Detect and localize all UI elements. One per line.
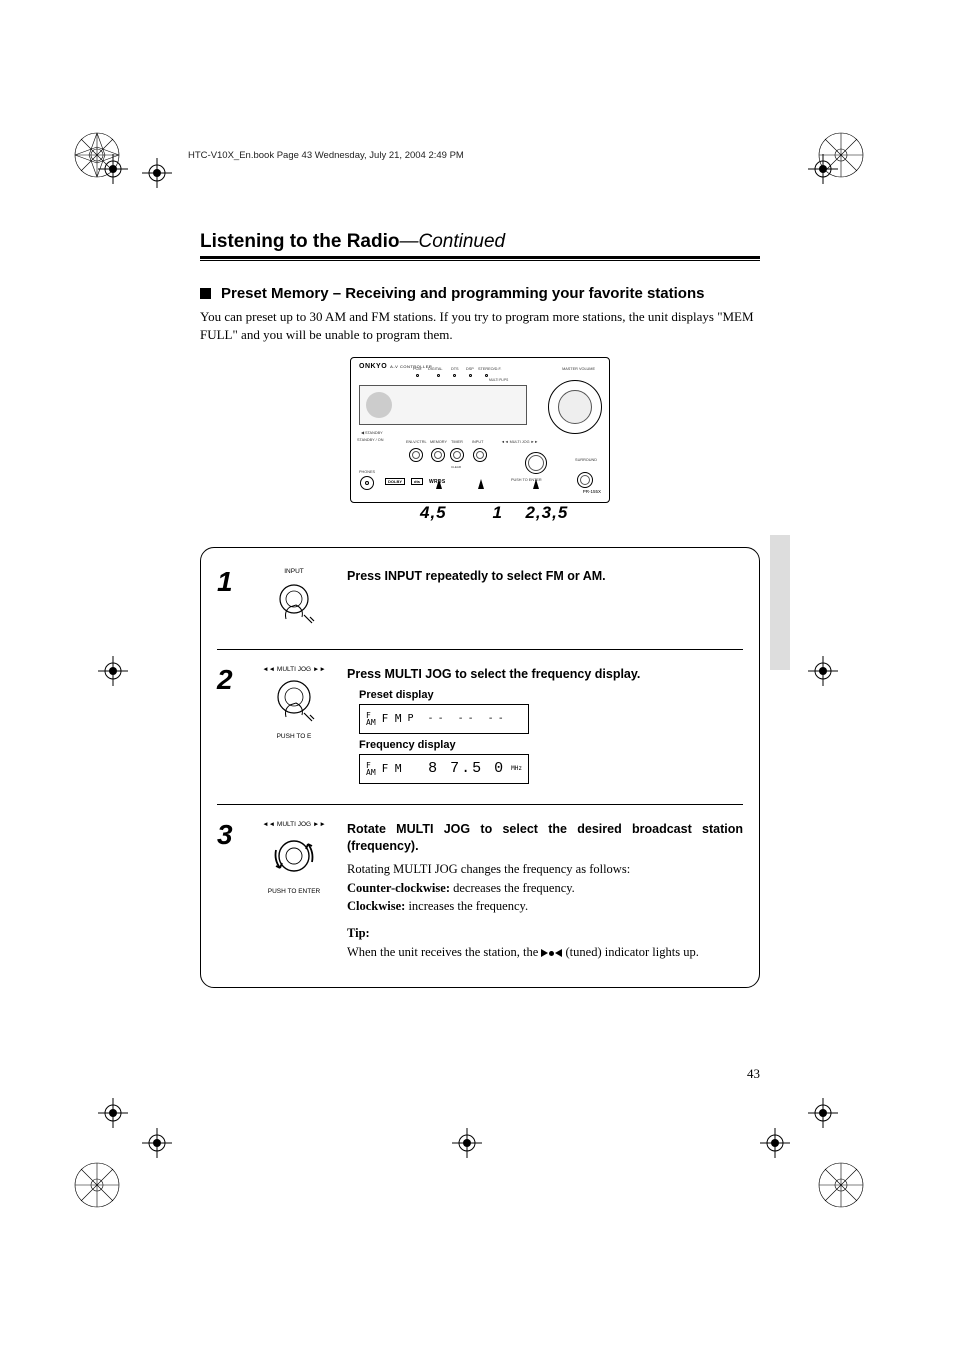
knob-icon xyxy=(450,448,464,462)
display-unit: MHz xyxy=(511,765,522,772)
printer-mark-crosshair xyxy=(98,1098,128,1128)
printer-mark-crosshair xyxy=(808,154,838,184)
callout-arrow-icon xyxy=(533,479,539,489)
printer-mark-crosshair xyxy=(98,154,128,184)
step-instruction: Press INPUT repeatedly to select FM or A… xyxy=(347,568,743,585)
printer-mark-crosshair xyxy=(142,158,172,188)
steps-container: 1 INPUT Press INPUT repeatedly to select… xyxy=(200,547,760,988)
illus-label: INPUT xyxy=(255,568,333,575)
receiver-illustration: ONKYOA-V CONTROLLER PCM DIGITAL DTS DSP … xyxy=(350,357,610,523)
step-2: 2 ◄◄ MULTI JOG ►► PUSH TO E Press MULTI … xyxy=(217,649,743,804)
bullet-square-icon xyxy=(200,288,211,299)
step-illustration: ◄◄ MULTI JOG ►► PUSH TO ENTER xyxy=(255,821,333,895)
callout-left: 4,5 xyxy=(420,503,470,523)
step-body: Press INPUT repeatedly to select FM or A… xyxy=(347,568,743,591)
section-title: Listening to the Radio—Continued xyxy=(200,231,760,256)
led-icon xyxy=(416,374,419,377)
display-label: Frequency display xyxy=(359,739,743,751)
page-number: 43 xyxy=(747,1066,760,1082)
step-number: 3 xyxy=(217,821,241,849)
step-text: Clockwise: increases the frequency. xyxy=(347,898,743,915)
tip-text: When the unit receives the station, the … xyxy=(347,944,743,961)
tuned-indicator-icon xyxy=(541,949,562,957)
callout-arrow-icon xyxy=(478,479,484,489)
multi-jog-press-icon xyxy=(266,675,322,731)
callout-right: 2,3,5 xyxy=(525,503,568,523)
callout-arrow-icon xyxy=(436,479,442,489)
multi-jog-label: ◄◄ MULTI JOG ►► xyxy=(501,440,538,444)
step-instruction: Press MULTI JOG to select the frequency … xyxy=(347,666,743,683)
printer-mark-crosshair xyxy=(760,1128,790,1158)
input-knob-press-icon xyxy=(266,577,322,633)
knob-icon xyxy=(473,448,487,462)
step-3: 3 ◄◄ MULTI JOG ►► PUSH TO ENTER Rotat xyxy=(217,804,743,963)
step-text: Counter-clockwise: decreases the frequen… xyxy=(347,880,743,897)
display-preset-value: P -- -- -- xyxy=(408,713,508,724)
step-illustration: ◄◄ MULTI JOG ►► PUSH TO E xyxy=(255,666,333,740)
led-icon xyxy=(437,374,440,377)
display-fm-text: F M xyxy=(382,762,402,775)
subsection-heading-text: Preset Memory – Receiving and programmin… xyxy=(221,285,704,302)
led-icon xyxy=(453,374,456,377)
step-number: 1 xyxy=(217,568,241,596)
step-number: 2 xyxy=(217,666,241,694)
illus-label: ◄◄ MULTI JOG ►► xyxy=(255,666,333,673)
receiver-front-panel: ONKYOA-V CONTROLLER PCM DIGITAL DTS DSP … xyxy=(350,357,610,503)
printer-mark-sunburst xyxy=(74,1162,120,1208)
knob-icon xyxy=(431,448,445,462)
illus-label: PUSH TO E xyxy=(255,733,333,740)
section-rule xyxy=(200,260,760,261)
section-rule xyxy=(200,256,760,259)
led-icon xyxy=(485,374,488,377)
step-instruction: Rotate MULTI JOG to select the desired b… xyxy=(347,821,743,855)
printer-mark-crosshair xyxy=(98,656,128,686)
standby-button-icon xyxy=(366,392,392,418)
tip-heading: Tip: xyxy=(347,925,743,942)
callout-numbers: 4,5 1 2,3,5 xyxy=(350,503,610,523)
printer-mark-crosshair xyxy=(808,656,838,686)
display-fm-label: FAM xyxy=(366,762,376,776)
phones-jack-icon xyxy=(360,476,374,490)
standby-label: ◀ STANDBY xyxy=(361,430,383,435)
display-fm-label: FAM xyxy=(366,712,376,726)
led-icon xyxy=(469,374,472,377)
step-illustration: INPUT xyxy=(255,568,333,633)
printer-mark-crosshair xyxy=(142,1128,172,1158)
frequency-display-illustration: FAM F M 8 7.5 0 MHz xyxy=(359,754,529,784)
display-fm-text: F M xyxy=(382,712,402,725)
receiver-display xyxy=(359,385,527,425)
intro-paragraph: You can preset up to 30 AM and FM statio… xyxy=(200,308,760,343)
step-text: Rotating MULTI JOG changes the frequency… xyxy=(347,861,743,878)
printer-mark-sunburst xyxy=(818,1162,864,1208)
multi-jog-rotate-icon xyxy=(266,830,322,886)
callout-mid: 1 xyxy=(476,503,520,523)
pdf-header-line: HTC-V10X_En.book Page 43 Wednesday, July… xyxy=(188,150,760,161)
step-body: Rotate MULTI JOG to select the desired b… xyxy=(347,821,743,963)
knob-icon xyxy=(409,448,423,462)
printer-mark-crosshair xyxy=(808,1098,838,1128)
section-continued: —Continued xyxy=(400,231,506,252)
surround-knob-icon xyxy=(577,472,593,488)
subsection-heading: Preset Memory – Receiving and programmin… xyxy=(200,285,760,302)
illus-label: PUSH TO ENTER xyxy=(255,888,333,895)
step-1: 1 INPUT Press INPUT repeatedly to select… xyxy=(217,562,743,649)
step-body: Press MULTI JOG to select the frequency … xyxy=(347,666,743,788)
display-frequency-value: 8 7.5 0 xyxy=(428,760,505,777)
section-thumb-tab xyxy=(770,535,790,670)
illus-label: ◄◄ MULTI JOG ►► xyxy=(255,821,333,828)
volume-knob-icon xyxy=(548,380,602,434)
multi-jog-knob-icon xyxy=(525,452,547,474)
receiver-model: PR-155X xyxy=(583,489,601,494)
display-label: Preset display xyxy=(359,689,743,701)
section-title-text: Listening to the Radio xyxy=(200,231,400,252)
preset-display-illustration: FAM F M P -- -- -- xyxy=(359,704,529,734)
printer-mark-crosshair xyxy=(452,1128,482,1158)
